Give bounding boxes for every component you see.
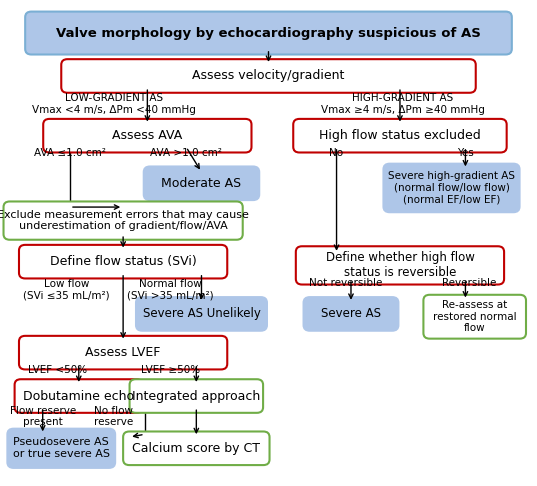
FancyBboxPatch shape xyxy=(123,432,270,465)
Text: Integrated approach: Integrated approach xyxy=(132,390,260,402)
Text: Not reversible: Not reversible xyxy=(309,278,382,288)
Text: Valve morphology by echocardiography suspicious of AS: Valve morphology by echocardiography sus… xyxy=(56,27,481,39)
FancyBboxPatch shape xyxy=(136,297,267,330)
Text: Severe AS Unelikely: Severe AS Unelikely xyxy=(142,308,260,320)
Text: Re-assess at
restored normal
flow: Re-assess at restored normal flow xyxy=(433,300,517,333)
Text: Severe AS: Severe AS xyxy=(321,308,381,320)
FancyBboxPatch shape xyxy=(14,379,143,413)
Text: No: No xyxy=(330,148,344,158)
FancyBboxPatch shape xyxy=(296,246,504,284)
Text: Exclude measurement errors that may cause
underestimation of gradient/flow/AVA: Exclude measurement errors that may caus… xyxy=(0,210,249,231)
Text: Assess velocity/gradient: Assess velocity/gradient xyxy=(192,69,345,83)
FancyBboxPatch shape xyxy=(293,119,507,153)
Text: Define whether high flow
status is reversible: Define whether high flow status is rever… xyxy=(325,251,474,279)
FancyBboxPatch shape xyxy=(25,12,512,54)
Text: Define flow status (SVi): Define flow status (SVi) xyxy=(50,255,197,268)
FancyBboxPatch shape xyxy=(423,295,526,339)
Text: Yes: Yes xyxy=(457,148,474,158)
FancyBboxPatch shape xyxy=(61,59,476,93)
Text: Moderate AS: Moderate AS xyxy=(162,177,242,190)
FancyBboxPatch shape xyxy=(4,202,243,240)
Text: High flow status excluded: High flow status excluded xyxy=(319,129,481,142)
FancyBboxPatch shape xyxy=(19,336,227,369)
FancyBboxPatch shape xyxy=(43,119,251,153)
Text: Pseudosevere AS
or true severe AS: Pseudosevere AS or true severe AS xyxy=(13,437,110,459)
Text: Dobutamine echo: Dobutamine echo xyxy=(23,390,134,402)
FancyBboxPatch shape xyxy=(8,429,115,468)
Text: AVA >1.0 cm²: AVA >1.0 cm² xyxy=(150,148,222,158)
Text: AVA ≤1.0 cm²: AVA ≤1.0 cm² xyxy=(34,148,106,158)
Text: Normal flow
(SVi >35 mL/m²): Normal flow (SVi >35 mL/m²) xyxy=(127,279,214,300)
Text: Low flow
(SVi ≤35 mL/m²): Low flow (SVi ≤35 mL/m²) xyxy=(23,279,110,300)
Text: LVEF <50%: LVEF <50% xyxy=(27,365,86,375)
Text: HIGH-GRADIENT AS
Vmax ≥4 m/s, ΔPm ≥40 mmHg: HIGH-GRADIENT AS Vmax ≥4 m/s, ΔPm ≥40 mm… xyxy=(321,93,484,115)
Text: LVEF ≥50%: LVEF ≥50% xyxy=(141,365,200,375)
FancyBboxPatch shape xyxy=(144,167,259,200)
Text: Flow reserve
present: Flow reserve present xyxy=(10,406,76,427)
Text: Severe high-gradient AS
(normal flow/low flow)
(normal EF/low EF): Severe high-gradient AS (normal flow/low… xyxy=(388,172,515,205)
Text: LOW-GRADIENT AS
Vmax <4 m/s, ΔPm <40 mmHg: LOW-GRADIENT AS Vmax <4 m/s, ΔPm <40 mmH… xyxy=(32,93,196,115)
Text: Assess LVEF: Assess LVEF xyxy=(85,346,161,359)
Text: Calcium score by CT: Calcium score by CT xyxy=(132,442,260,455)
Text: No flow
reserve: No flow reserve xyxy=(94,406,134,427)
Text: Reversible: Reversible xyxy=(442,278,497,288)
FancyBboxPatch shape xyxy=(383,164,520,212)
FancyBboxPatch shape xyxy=(303,297,398,330)
FancyBboxPatch shape xyxy=(129,379,263,413)
FancyBboxPatch shape xyxy=(19,245,227,278)
Text: Assess AVA: Assess AVA xyxy=(112,129,183,142)
